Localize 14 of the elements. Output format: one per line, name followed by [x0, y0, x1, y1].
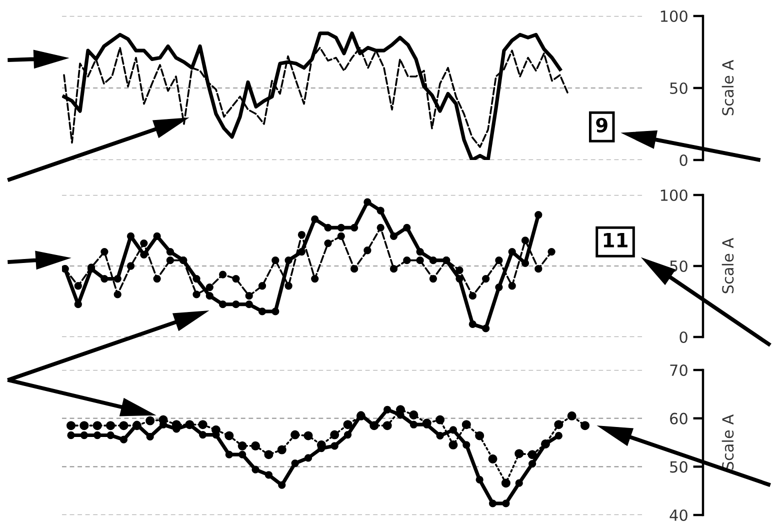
- y-tick-label: 40: [670, 509, 688, 522]
- y-tick-label: 50: [670, 461, 688, 473]
- y-tick-label: 100: [660, 189, 688, 202]
- y-tick-label: 60: [670, 412, 688, 424]
- y-tick-label: 50: [670, 82, 688, 94]
- y-axis-title: Scale A: [722, 60, 734, 116]
- y-tick-label: 100: [660, 10, 688, 22]
- y-tick-label: 0: [680, 154, 688, 166]
- text: 9: [596, 118, 608, 133]
- y-tick-label: 70: [670, 364, 688, 376]
- y-axis-title: Scale A: [722, 414, 734, 470]
- y-tick-label: 0: [680, 331, 688, 344]
- y-axis-title: Scale A: [722, 238, 734, 294]
- text: 11: [604, 233, 628, 248]
